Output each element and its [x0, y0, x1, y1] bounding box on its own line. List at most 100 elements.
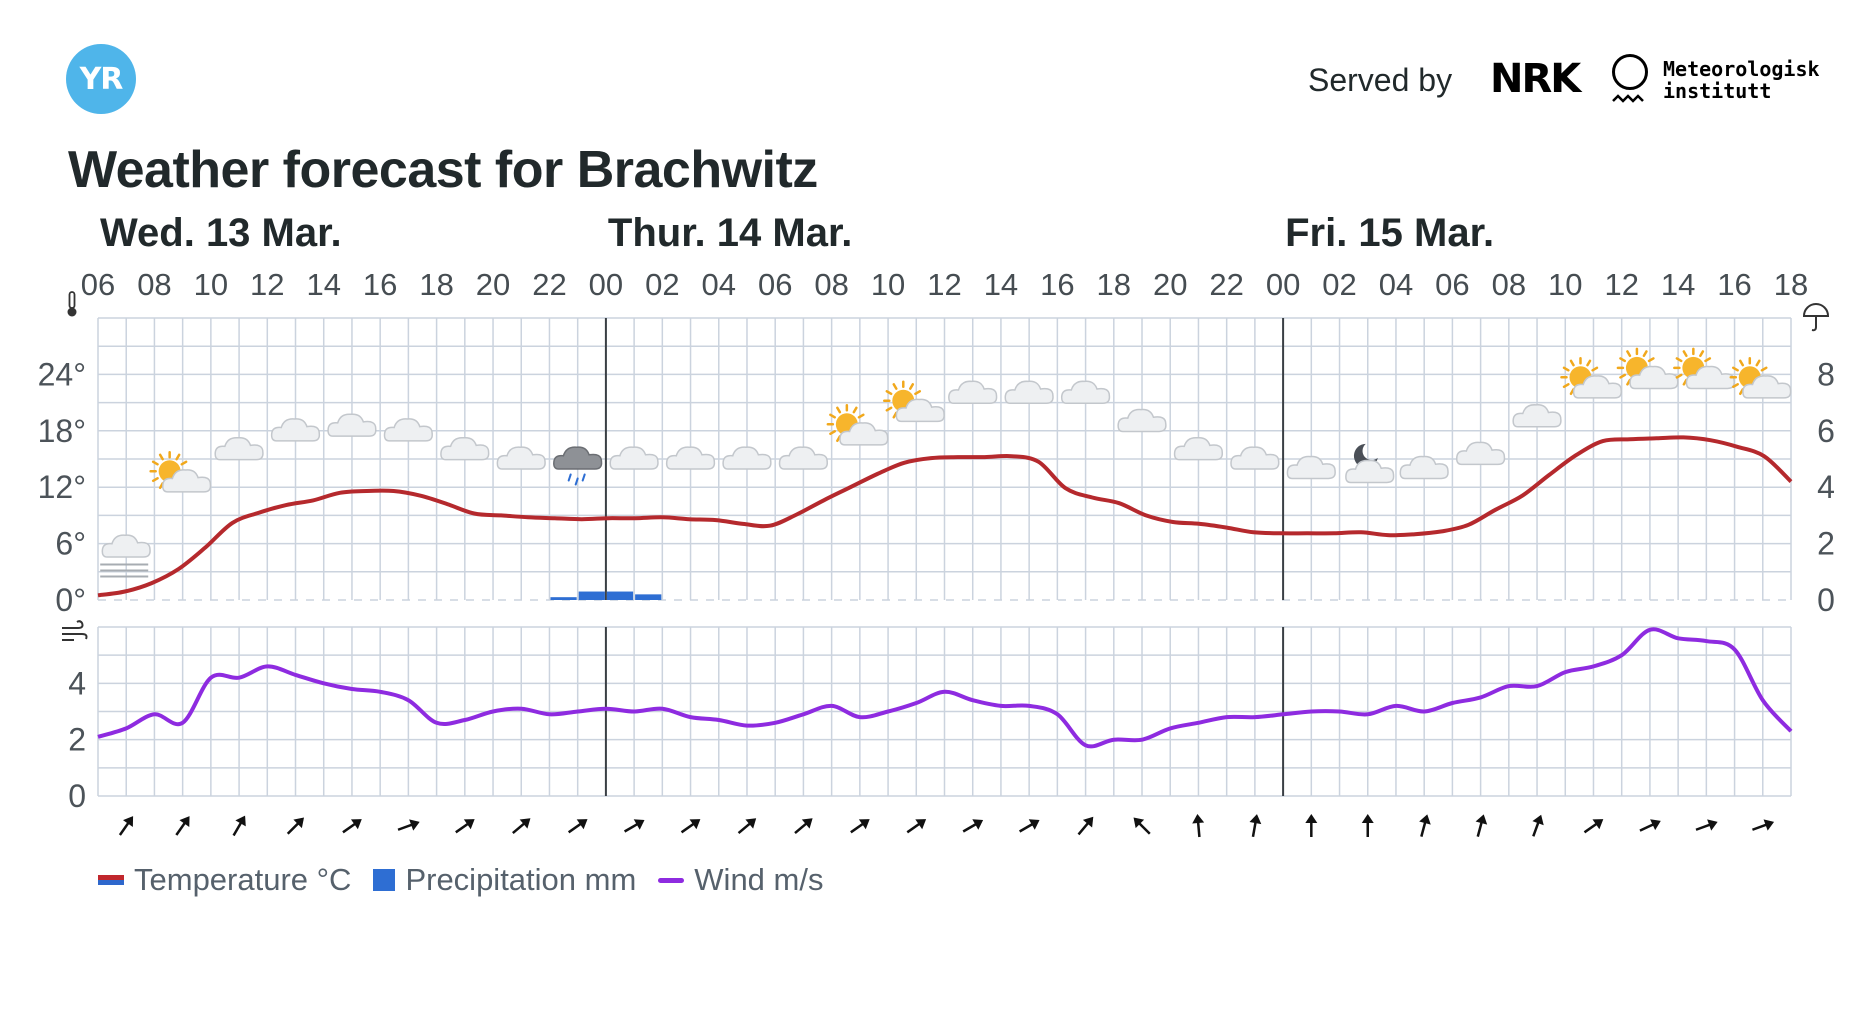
sun-ray — [1647, 357, 1655, 363]
hour-label: 06 — [81, 267, 115, 302]
arrow-head — [858, 819, 870, 830]
precipitation-swatch — [373, 869, 396, 891]
hour-label: 22 — [532, 267, 566, 302]
rain-drop — [581, 473, 586, 482]
wind-direction-arrow — [737, 818, 757, 835]
rain-drop — [574, 477, 579, 486]
wind-direction-arrow — [455, 819, 475, 834]
cloud-shape — [1742, 375, 1792, 399]
arrow-head — [1592, 819, 1604, 830]
cloudy-icon — [327, 413, 377, 437]
cloud-shape — [214, 436, 264, 461]
arrow-head — [972, 819, 984, 830]
sun-ray — [151, 460, 159, 466]
hour-label: 20 — [1153, 267, 1187, 302]
wind-direction-arrow — [1133, 817, 1151, 835]
sun-ray — [1739, 359, 1745, 367]
cloud-shape — [895, 398, 945, 423]
cloud-shape — [1173, 436, 1224, 461]
temperature-tick-label: 24° — [38, 356, 86, 392]
hour-label: 02 — [645, 267, 679, 302]
cloudy-icon — [1060, 380, 1111, 404]
nrk-logo[interactable]: NRK — [1490, 56, 1581, 102]
sun-ray — [151, 477, 159, 483]
wind-direction-arrow — [512, 818, 531, 835]
cloudy-icon — [1173, 436, 1224, 461]
wind-grid — [97, 626, 1792, 797]
sun-ray — [1704, 357, 1712, 363]
fog-icon — [100, 534, 151, 578]
hour-label: 08 — [814, 267, 848, 302]
wind-direction-arrow — [1752, 819, 1775, 831]
wind-direction-arrow — [962, 819, 984, 833]
arrow-head — [801, 818, 813, 829]
cloud-shape — [1060, 380, 1111, 404]
page-title: Weather forecast for Brachwitz — [68, 141, 818, 199]
wind-direction-arrow — [397, 819, 420, 831]
wind-direction-arrow — [286, 817, 305, 835]
wind-direction-arrow — [623, 819, 645, 833]
arrow-head — [1475, 814, 1488, 825]
hour-label: 04 — [1379, 267, 1413, 302]
legend-precipitation: Precipitation mm — [373, 862, 636, 898]
thermometer-tube — [68, 291, 76, 309]
wind-stroke — [62, 633, 88, 640]
met-logo-text[interactable]: Meteorologisk institutt — [1663, 57, 1820, 103]
arrow-head — [1361, 814, 1374, 823]
day-label: Fri. 15 Mar. — [1285, 211, 1494, 255]
partly-sunny-icon — [826, 404, 889, 446]
met-wave-icon — [1612, 94, 1644, 103]
precipitation-tick-label: 6 — [1817, 413, 1835, 449]
arrow-head — [409, 819, 420, 831]
wind-direction-arrow — [1249, 814, 1262, 838]
arrow-head — [1532, 814, 1544, 826]
partly-sunny-icon — [1673, 347, 1735, 390]
wind-direction-arrow — [1532, 814, 1544, 837]
arrow-head — [179, 816, 190, 827]
wind-tick-label: 4 — [68, 665, 86, 701]
cloud-shape — [496, 446, 546, 470]
sun-ray — [852, 406, 858, 414]
arrow-head — [1763, 819, 1775, 831]
arrow-head — [1249, 814, 1262, 825]
sun-ray — [829, 413, 836, 419]
cloud-shape — [270, 418, 321, 442]
cloudy-icon — [496, 446, 546, 470]
wind-icon — [62, 620, 88, 641]
cloud-shape — [1345, 459, 1395, 484]
arrow-head — [915, 819, 927, 830]
wind-direction-arrow — [1361, 814, 1374, 837]
light-rain-icon — [553, 446, 603, 486]
cloud-shape — [1230, 446, 1280, 470]
arrow-head — [293, 817, 305, 829]
sun-ray — [836, 406, 842, 414]
arrow-head — [1650, 819, 1661, 831]
hour-label: 06 — [1435, 267, 1469, 302]
umbrella-handle — [1811, 316, 1817, 332]
cloud-shape — [839, 422, 889, 446]
precipitation-bar — [635, 594, 662, 600]
sun-ray — [1642, 350, 1648, 358]
cloud-shape — [1512, 404, 1562, 428]
yr-logo[interactable]: YR — [66, 44, 136, 114]
umbrella-canopy — [1802, 303, 1830, 317]
temperature-swatch — [98, 875, 124, 885]
rain-drop — [567, 473, 572, 482]
hour-label: 10 — [1548, 267, 1582, 302]
sun-ray — [1619, 373, 1627, 379]
partly-sunny-icon — [1729, 357, 1792, 399]
precipitation-tick-label: 0 — [1817, 582, 1835, 618]
cloud-shape — [1572, 375, 1623, 399]
cloudy-icon — [1512, 404, 1562, 428]
hour-label: 14 — [984, 267, 1018, 302]
hour-label: 16 — [363, 267, 397, 302]
hour-label: 10 — [871, 267, 905, 302]
hour-label: 16 — [1717, 267, 1751, 302]
cloudy-icon — [778, 446, 829, 470]
arrow-head — [745, 818, 757, 829]
hour-label: 12 — [250, 267, 284, 302]
sun-ray — [1755, 359, 1761, 367]
cloud-shape — [1117, 408, 1167, 433]
legend-precipitation-label: Precipitation mm — [405, 862, 637, 897]
